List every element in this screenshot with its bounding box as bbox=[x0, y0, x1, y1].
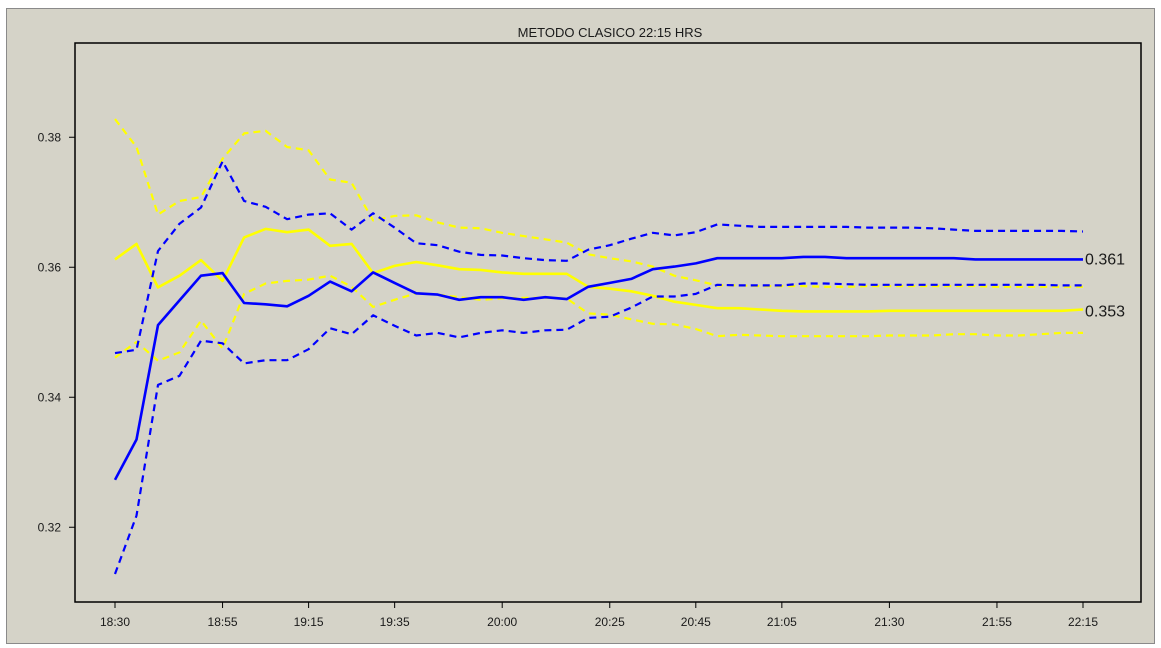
x-axis: 18:30 18:55 19:15 19:35 20:00 20:25 20:45 21:05… bbox=[100, 602, 1098, 629]
x-tick-label: 20:45 bbox=[681, 615, 711, 629]
y-tick-label: 0.34 bbox=[38, 390, 62, 404]
end-value-label: 0.353 bbox=[1085, 303, 1125, 320]
chart-title: METODO CLASICO 22:15 HRS bbox=[518, 25, 703, 40]
plot-area bbox=[74, 42, 1142, 603]
y-axis: 0.32 0.34 0.36 0.38 bbox=[38, 130, 75, 534]
end-value-label: 0.361 bbox=[1085, 251, 1125, 268]
x-tick-label: 19:15 bbox=[294, 615, 324, 629]
x-tick-label: 18:55 bbox=[208, 615, 238, 629]
x-tick-label: 21:05 bbox=[767, 615, 797, 629]
x-tick-label: 22:15 bbox=[1068, 615, 1098, 629]
plot-border bbox=[74, 42, 1142, 603]
y-tick-label: 0.38 bbox=[38, 130, 62, 144]
x-tick-label: 21:55 bbox=[982, 615, 1012, 629]
x-tick-label: 20:00 bbox=[487, 615, 517, 629]
y-tick-label: 0.32 bbox=[38, 520, 62, 534]
x-tick-label: 19:35 bbox=[380, 615, 410, 629]
end-labels: 0.361 0.353 bbox=[1085, 251, 1125, 320]
blue-solid-series-0 bbox=[113, 255, 1083, 481]
series-layer bbox=[113, 118, 1084, 575]
chart-frame: METODO CLASICO 22:15 HRS 0.32 0.34 0.36 0.3… bbox=[6, 8, 1155, 644]
y-tick-label: 0.36 bbox=[38, 260, 62, 274]
line-chart: METODO CLASICO 22:15 HRS 0.320.340.360.3… bbox=[38, 25, 1142, 629]
x-tick-label: 20:25 bbox=[595, 615, 625, 629]
x-tick-label: 18:30 bbox=[100, 615, 130, 629]
yellow-solid-series-3 bbox=[114, 227, 1084, 313]
blue-dashed-series-1 bbox=[114, 160, 1084, 355]
x-tick-label: 21:30 bbox=[874, 615, 904, 629]
yellow-dashed-series-5 bbox=[114, 274, 1083, 362]
blue-dashed-series-2 bbox=[113, 282, 1083, 575]
yellow-dashed-series-4 bbox=[114, 118, 1083, 288]
